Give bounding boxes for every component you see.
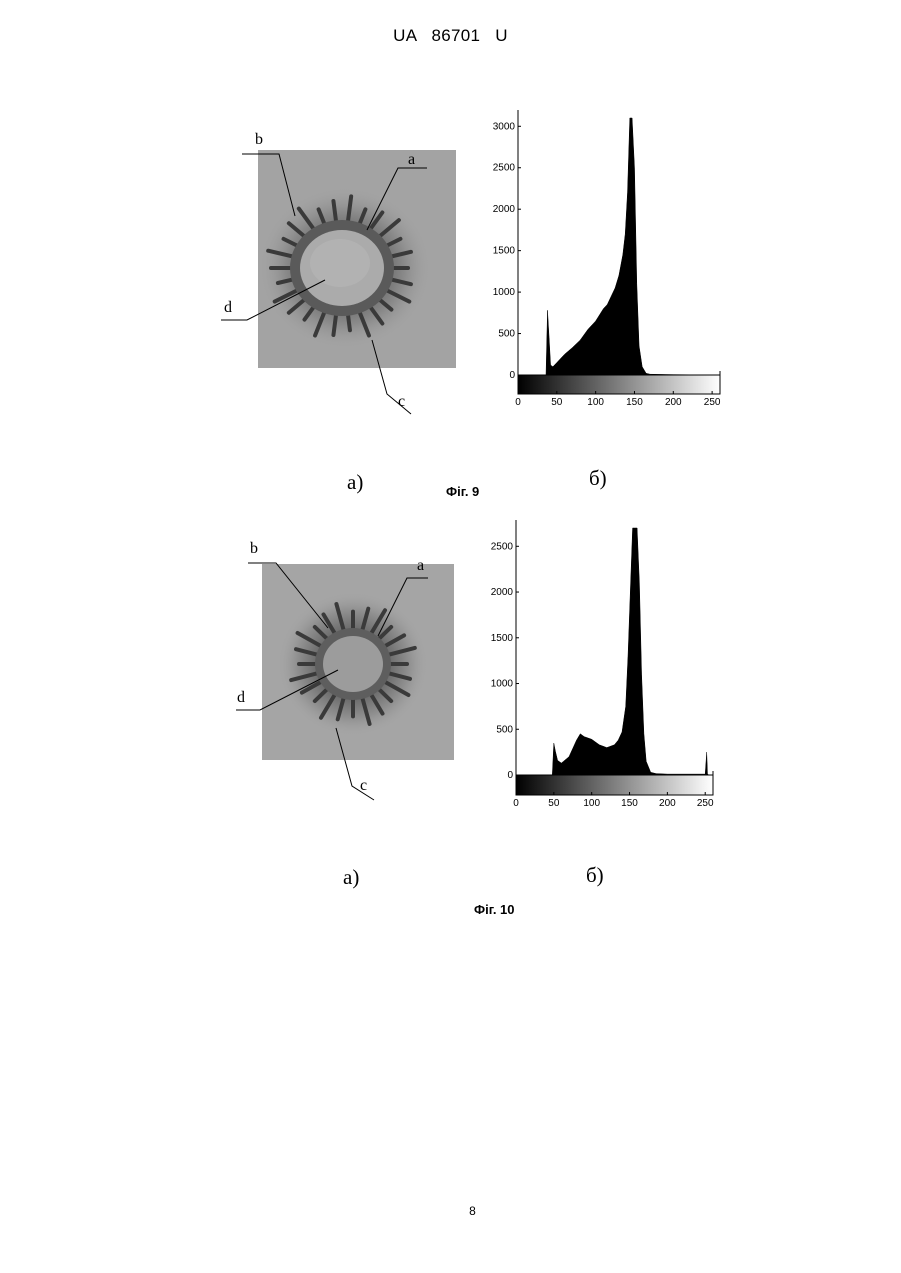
x-tick-label: 200 — [665, 397, 682, 408]
y-tick-label: 500 — [496, 724, 513, 735]
label-d: d — [237, 689, 245, 706]
x-tick-label: 50 — [551, 397, 563, 408]
fig9-subcaption-b: б) — [589, 466, 607, 491]
fig9-caption: Фіг. 9 — [446, 484, 479, 499]
y-tick-label: 1500 — [493, 246, 516, 257]
label-c: c — [360, 777, 367, 794]
y-tick-label: 2500 — [491, 541, 514, 552]
fig10-micrograph: b a d c — [230, 538, 470, 808]
x-tick-label: 250 — [704, 397, 721, 408]
y-tick-label: 500 — [498, 329, 515, 340]
fig9-histogram: 0 500 1000 1500 2000 2500 3000 0 50 100 150 200 250 — [485, 110, 735, 415]
y-tick-label: 1500 — [491, 633, 514, 644]
fig10-histogram: 0 500 1000 1500 2000 2500 0 50 100 150 200 250 — [480, 520, 730, 820]
x-tick-label: 150 — [626, 397, 643, 408]
y-tick-label: 1000 — [493, 287, 516, 298]
y-tick-label: 2000 — [491, 587, 514, 598]
label-d: d — [224, 299, 232, 316]
grayscale-colorbar — [516, 775, 713, 795]
histogram-area — [516, 528, 709, 775]
y-tick-label: 2500 — [493, 163, 516, 174]
grayscale-colorbar — [518, 375, 720, 394]
label-b: b — [255, 131, 263, 148]
label-c: c — [398, 393, 405, 410]
x-tick-label: 200 — [659, 798, 676, 809]
y-tick-label: 3000 — [493, 121, 516, 132]
x-tick-label: 100 — [587, 397, 604, 408]
y-tick-label: 1000 — [491, 679, 514, 690]
fig9-micrograph: b a d c — [215, 128, 465, 418]
x-tick-label: 100 — [583, 798, 600, 809]
histogram-area — [518, 118, 716, 375]
document-header: UA 86701 U — [0, 26, 901, 46]
x-tick-label: 0 — [515, 397, 521, 408]
fig10-subcaption-a: а) — [343, 865, 359, 890]
y-tick-label: 2000 — [493, 204, 516, 215]
fig10-caption: Фіг. 10 — [474, 902, 515, 917]
x-tick-label: 0 — [513, 798, 519, 809]
label-b: b — [250, 540, 258, 557]
page-number: 8 — [0, 1204, 901, 1218]
x-tick-label: 150 — [621, 798, 638, 809]
x-tick-label: 50 — [548, 798, 560, 809]
label-a: a — [417, 557, 424, 574]
x-tick-label: 250 — [697, 798, 714, 809]
y-tick-label: 0 — [509, 370, 515, 381]
label-a: a — [408, 151, 415, 168]
y-tick-label: 0 — [507, 770, 513, 781]
fig10-subcaption-b: б) — [586, 863, 604, 888]
fig9-subcaption-a: а) — [347, 470, 363, 495]
